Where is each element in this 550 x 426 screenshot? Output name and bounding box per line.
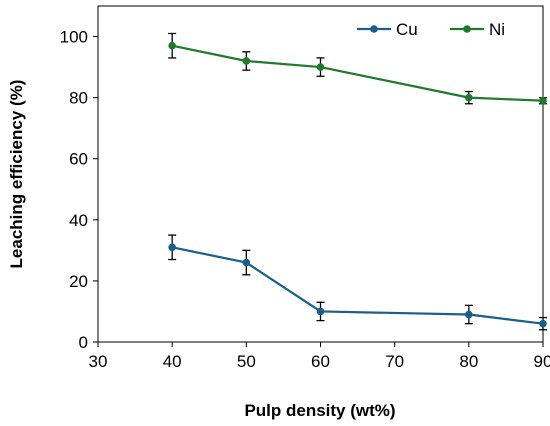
y-axis-title: Leaching efficiency (%) <box>7 80 26 269</box>
x-axis-ticks: 30 40 50 60 70 80 90 <box>89 342 550 371</box>
legend-item-ni: Ni <box>450 20 505 39</box>
data-point-ni <box>316 63 325 71</box>
data-point-cu <box>242 258 251 267</box>
series-cu <box>168 234 547 331</box>
data-point-ni <box>539 96 547 105</box>
legend-marker-cu <box>370 25 378 33</box>
y-tick-label: 80 <box>69 89 88 108</box>
legend-item-cu: Cu <box>357 20 418 39</box>
x-tick-label: 90 <box>534 352 550 371</box>
series-layer <box>168 32 547 331</box>
data-point-cu <box>539 319 547 328</box>
data-point-ni <box>465 93 473 102</box>
series-line-cu <box>171 246 544 325</box>
y-tick-label: 0 <box>79 333 88 352</box>
y-axis-ticks: 0 20 40 60 80 100 <box>60 28 98 352</box>
x-axis-title: Pulp density (wt%) <box>244 401 395 420</box>
legend-label-ni: Ni <box>489 20 505 39</box>
series-ni <box>168 32 547 105</box>
y-tick-label: 40 <box>69 211 88 230</box>
data-point-ni <box>168 41 176 50</box>
data-point-cu <box>168 243 176 252</box>
x-tick-label: 30 <box>89 352 108 371</box>
plot-frame <box>97 5 544 343</box>
y-tick-label: 60 <box>69 150 88 169</box>
x-tick-label: 40 <box>163 352 182 371</box>
legend: Cu Ni <box>357 20 505 39</box>
data-point-cu <box>316 307 325 316</box>
y-tick-label: 20 <box>69 272 88 291</box>
x-tick-label: 80 <box>459 352 478 371</box>
y-tick-label: 100 <box>60 28 88 47</box>
data-point-cu <box>465 310 473 319</box>
data-point-ni <box>242 57 251 65</box>
x-tick-label: 70 <box>385 352 404 371</box>
x-tick-label: 60 <box>311 352 330 371</box>
legend-marker-ni <box>463 25 471 33</box>
legend-label-cu: Cu <box>396 20 418 39</box>
x-tick-label: 50 <box>237 352 256 371</box>
series-line-ni <box>171 44 544 102</box>
